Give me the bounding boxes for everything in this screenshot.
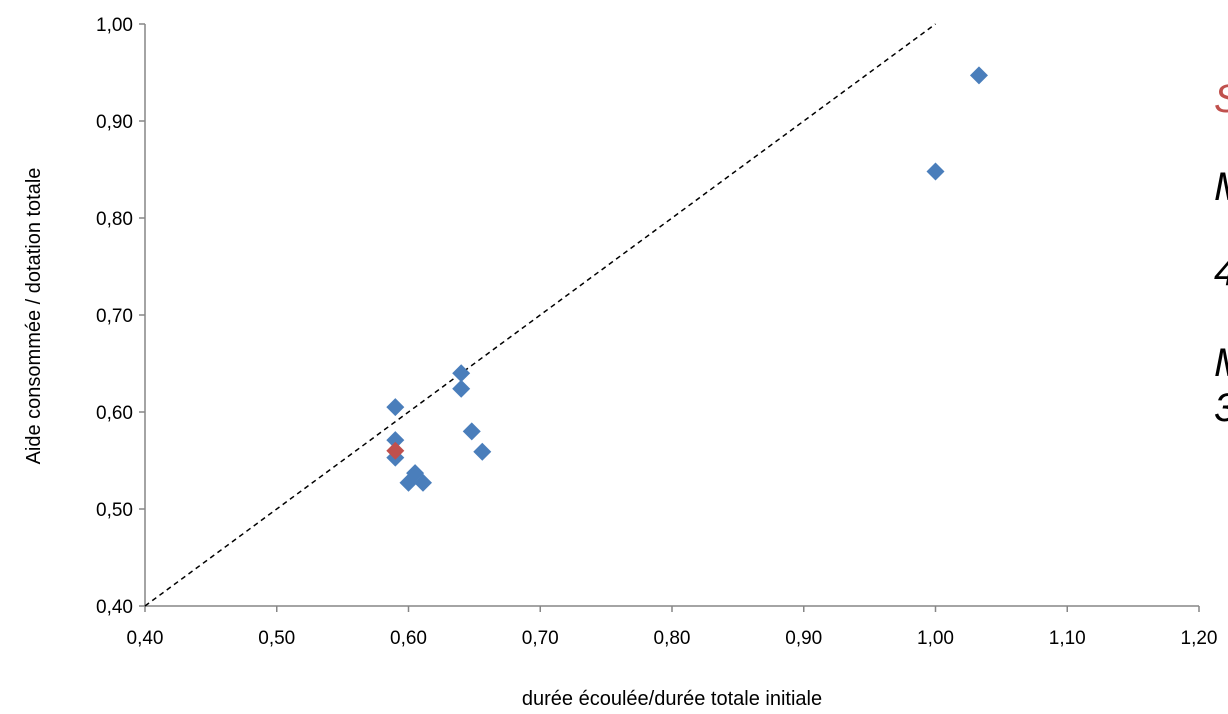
side-panel-text: S M 4 M 3	[1214, 77, 1228, 430]
data-point	[969, 66, 988, 85]
side-text-5: 3	[1214, 386, 1228, 430]
y-tick-labels: 0,40 0,50 0,60 0,70 0,80 0,90 1,00	[96, 15, 133, 618]
y-tick-label: 1,00	[96, 15, 133, 36]
data-point	[413, 473, 432, 492]
side-text-4: M	[1214, 341, 1228, 385]
x-tick-label: 1,20	[1181, 628, 1218, 649]
x-tick-labels: 0,40 0,50 0,60 0,70 0,80 0,90 1,00 1,10 1,20	[127, 628, 1218, 649]
axes	[139, 23, 1200, 612]
x-tick-label: 0,80	[654, 628, 691, 649]
data-point	[452, 364, 471, 383]
data-point	[452, 379, 471, 398]
x-tick-label: 1,10	[1049, 628, 1086, 649]
data-points	[386, 66, 988, 492]
x-axis-title: durée écoulée/durée totale initiale	[522, 688, 822, 710]
data-point	[386, 431, 405, 450]
x-tick-label: 0,50	[258, 628, 295, 649]
side-text-1: S	[1214, 77, 1228, 121]
x-tick-label: 1,00	[917, 628, 954, 649]
y-tick-label: 0,80	[96, 209, 133, 230]
y-tick-label: 0,90	[96, 112, 133, 133]
side-text-2: M	[1214, 165, 1228, 209]
y-tick-label: 0,50	[96, 500, 133, 521]
side-text-3: 4	[1214, 250, 1228, 294]
data-point	[473, 442, 492, 461]
data-point	[386, 398, 405, 417]
x-tick-label: 0,70	[522, 628, 559, 649]
y-tick-label: 0,60	[96, 403, 133, 424]
y-axis-title: Aide consommée / dotation totale	[23, 168, 45, 465]
data-point	[462, 422, 481, 441]
x-tick-label: 0,90	[785, 628, 822, 649]
y-tick-label: 0,40	[96, 597, 133, 618]
x-tick-label: 0,60	[390, 628, 427, 649]
highlight-data-point	[386, 441, 405, 460]
reference-line	[144, 23, 936, 607]
y-tick-label: 0,70	[96, 306, 133, 327]
x-tick-label: 0,40	[127, 628, 164, 649]
data-point	[926, 162, 945, 181]
